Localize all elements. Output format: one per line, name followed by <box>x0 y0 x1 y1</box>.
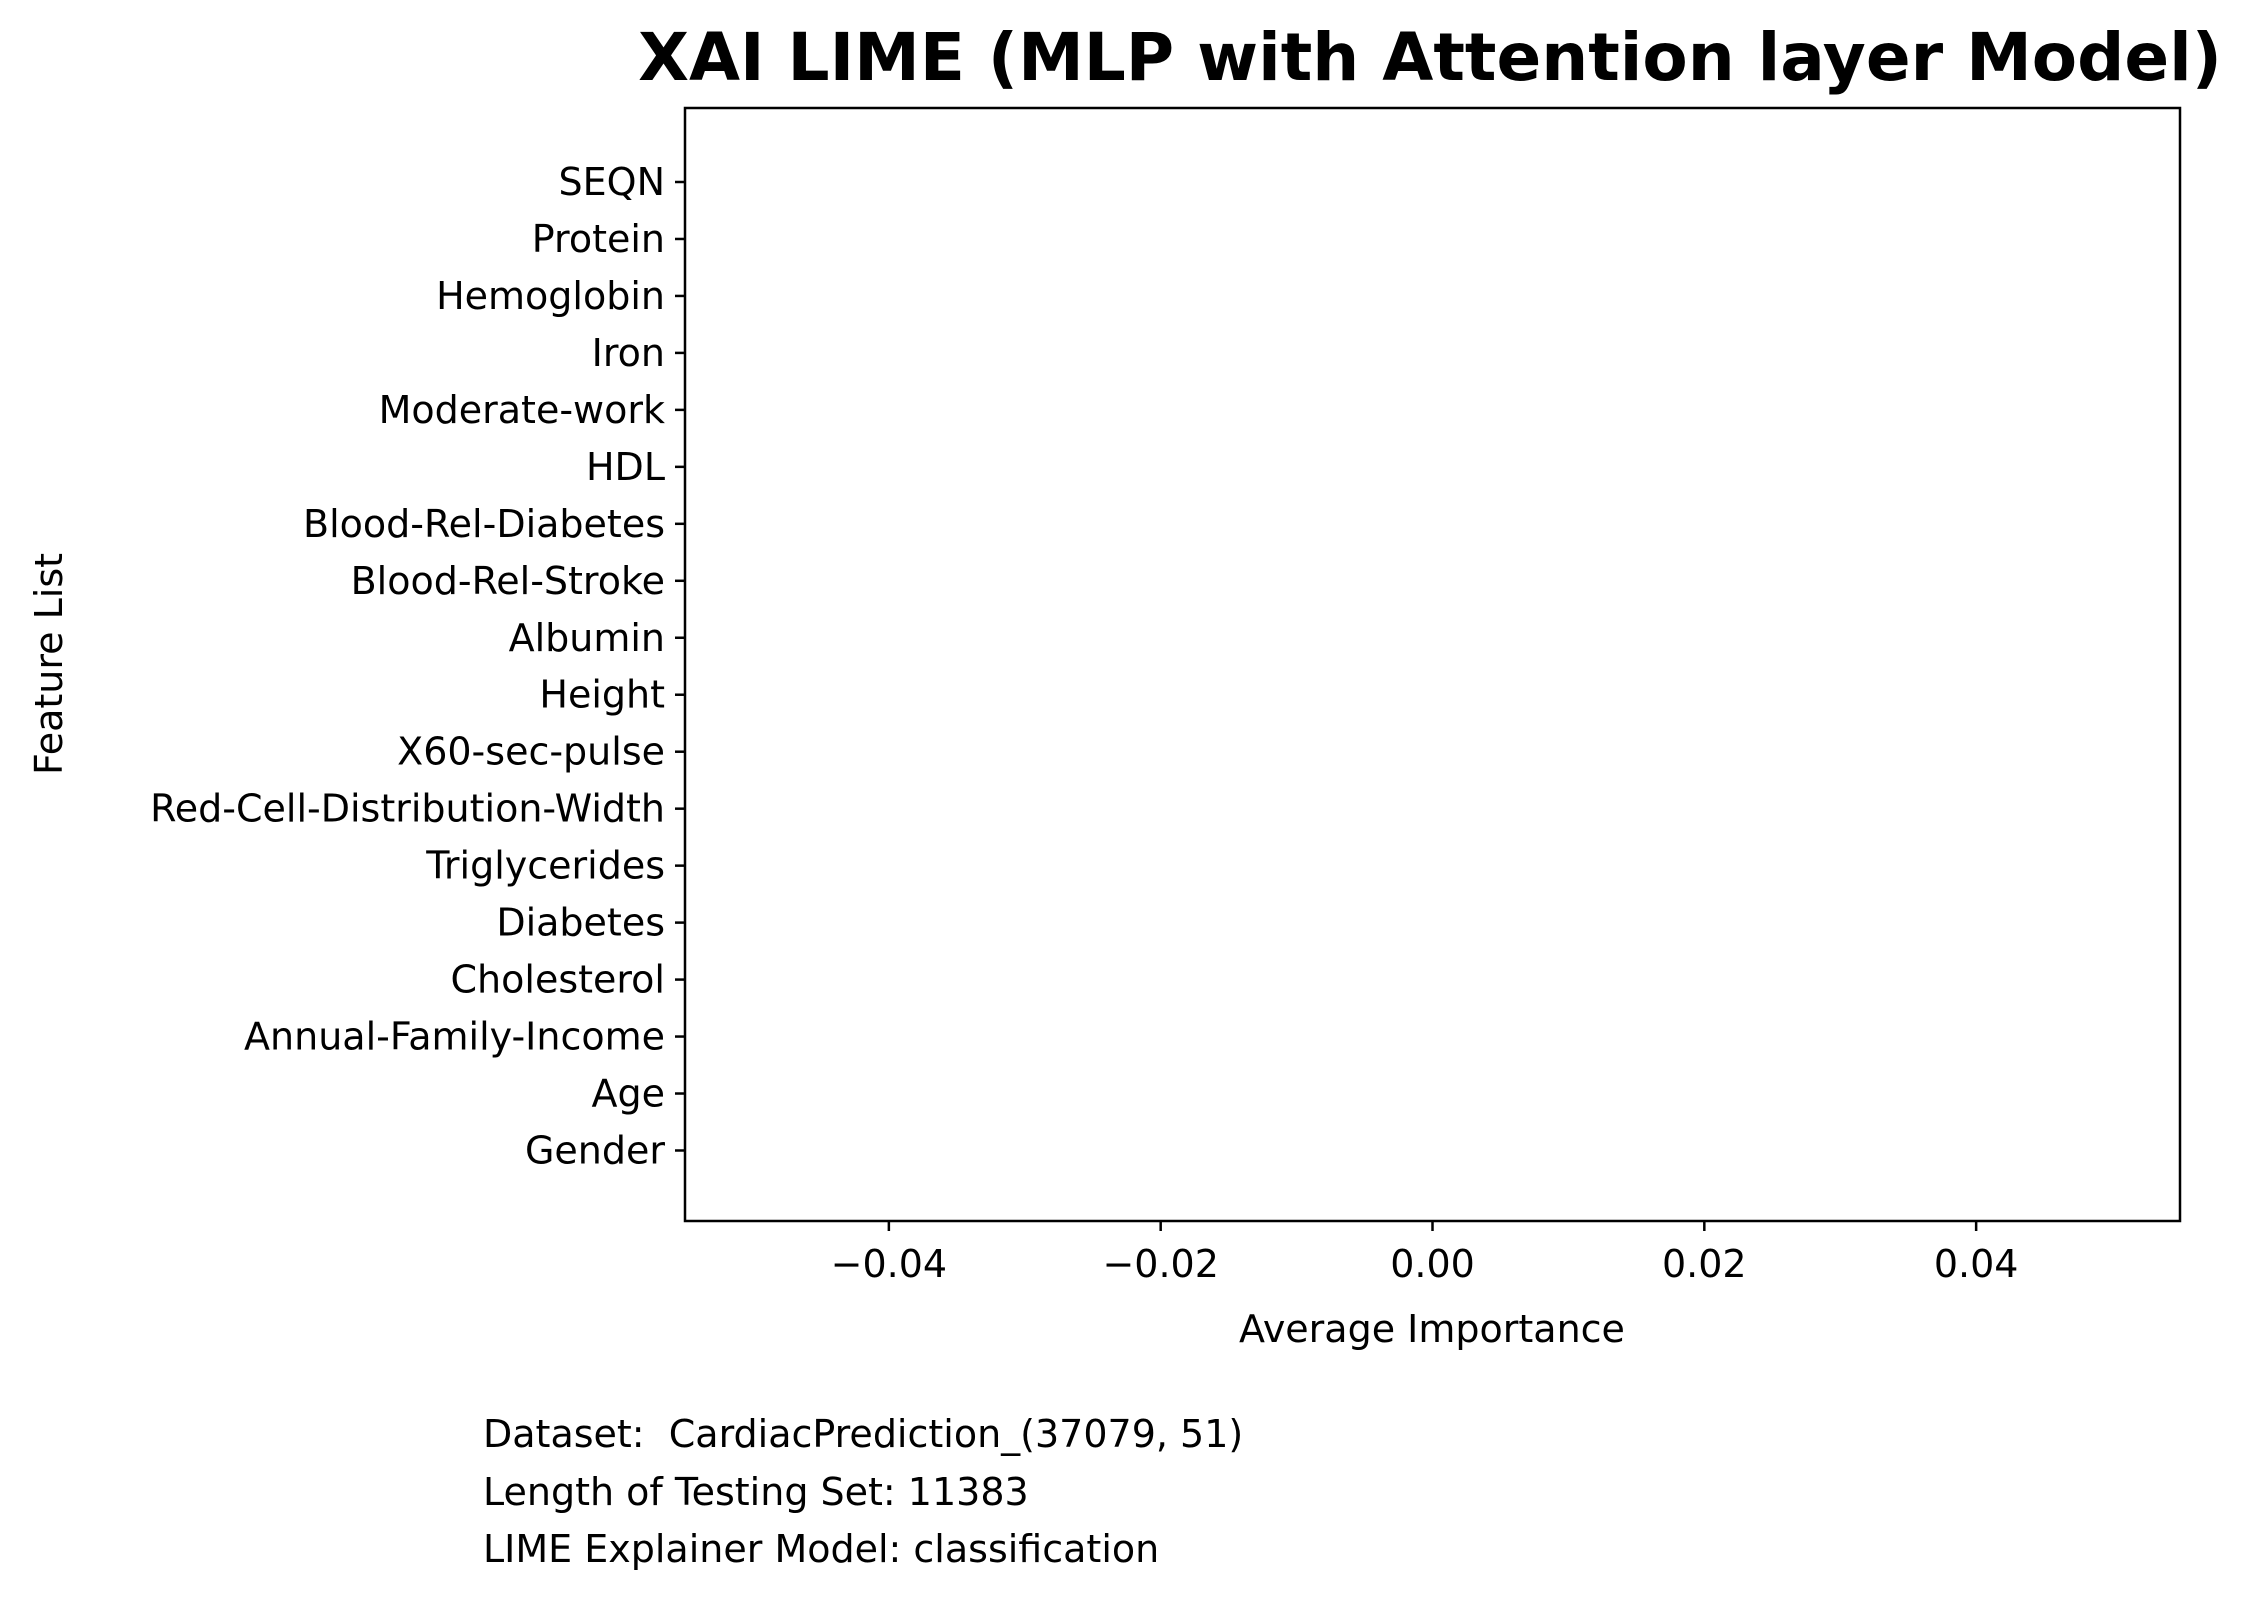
y-tick-label: Blood-Rel-Stroke <box>351 559 665 603</box>
y-axis-ticks: SEQN Protein Hemoglobin Iron Moderate-work HD… <box>150 160 685 1172</box>
y-tick-label: Red-Cell-Distribution-Width <box>150 787 665 831</box>
y-tick-label: Cholesterol <box>451 958 665 1002</box>
y-tick-label: SEQN <box>559 160 665 204</box>
chart-title: XAI LIME (MLP with Attention layer Model… <box>638 19 2222 96</box>
x-tick-label: 0.02 <box>1662 1242 1747 1286</box>
y-tick-label: Protein <box>532 217 665 261</box>
y-tick-label: Blood-Rel-Diabetes <box>303 502 665 546</box>
y-tick-label: Diabetes <box>496 901 665 945</box>
y-tick-label: Gender <box>525 1128 665 1172</box>
x-tick-label: 0.00 <box>1390 1242 1475 1286</box>
footnote-dataset: Dataset: CardiacPrediction_(37079, 51) <box>483 1412 1244 1456</box>
y-axis-label: Feature List <box>27 553 71 775</box>
x-axis-label: Average Importance <box>1239 1307 1625 1351</box>
footnote-testing-length: Length of Testing Set: 11383 <box>483 1470 1029 1514</box>
y-tick-label: Albumin <box>509 616 665 660</box>
x-tick-label: 0.04 <box>1934 1242 2019 1286</box>
y-tick-label: Triglycerides <box>425 844 665 888</box>
y-tick-label: Hemoglobin <box>436 274 665 318</box>
y-tick-label: Annual-Family-Income <box>244 1015 665 1059</box>
y-tick-label: X60-sec-pulse <box>397 730 665 774</box>
footnote-explainer: LIME Explainer Model: classification <box>483 1527 1160 1571</box>
x-tick-label: −0.04 <box>831 1242 947 1286</box>
x-axis-ticks: −0.04 −0.02 0.00 0.02 0.04 <box>831 1221 2019 1286</box>
y-tick-label: Height <box>539 673 665 717</box>
y-tick-label: Age <box>592 1072 666 1116</box>
x-tick-label: −0.02 <box>1102 1242 1218 1286</box>
plot-frame <box>683 106 2182 1223</box>
y-tick-label: Moderate-work <box>379 388 665 432</box>
y-tick-label: Iron <box>592 331 665 375</box>
y-tick-label: HDL <box>586 445 665 489</box>
